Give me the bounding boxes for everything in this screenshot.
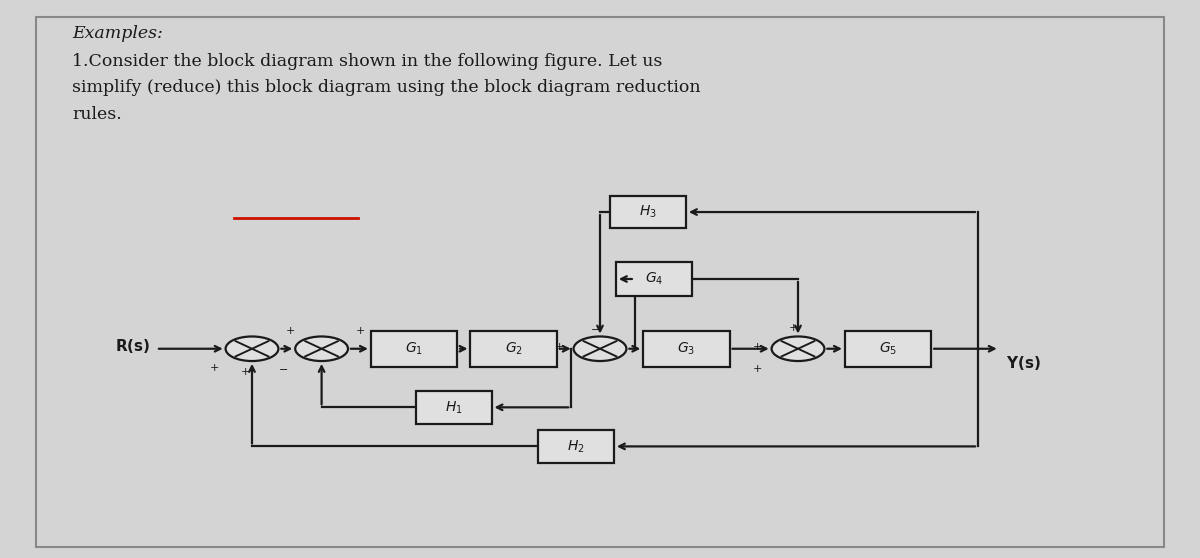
Circle shape (772, 336, 824, 361)
FancyBboxPatch shape (415, 391, 492, 424)
Text: $+$: $+$ (355, 325, 365, 336)
Text: $\mathbf{R(s)}$: $\mathbf{R(s)}$ (114, 337, 150, 355)
Circle shape (574, 336, 626, 361)
Text: Examples:: Examples: (72, 25, 163, 42)
Text: $+$: $+$ (209, 362, 218, 373)
FancyBboxPatch shape (36, 17, 1164, 547)
Text: $+$: $+$ (554, 341, 564, 352)
Text: 1.Consider the block diagram shown in the following figure. Let us: 1.Consider the block diagram shown in th… (72, 53, 662, 70)
Text: rules.: rules. (72, 106, 121, 123)
FancyBboxPatch shape (538, 430, 614, 463)
FancyBboxPatch shape (610, 196, 686, 228)
Text: $+$: $+$ (788, 322, 798, 333)
Text: $G_5$: $G_5$ (878, 340, 898, 357)
Text: $+$: $+$ (752, 341, 762, 352)
Circle shape (295, 336, 348, 361)
Text: $H_3$: $H_3$ (640, 204, 656, 220)
Text: $-$: $-$ (590, 323, 600, 333)
Text: $+$: $+$ (752, 363, 762, 374)
Text: $\mathbf{Y(s)}$: $\mathbf{Y(s)}$ (1006, 354, 1040, 372)
FancyBboxPatch shape (616, 262, 692, 296)
Text: $G_4$: $G_4$ (644, 271, 664, 287)
Text: simplify (reduce) this block diagram using the block diagram reduction: simplify (reduce) this block diagram usi… (72, 79, 701, 96)
Text: $+$: $+$ (286, 325, 295, 336)
Text: $G_2$: $G_2$ (505, 340, 522, 357)
Text: $-$: $-$ (278, 363, 288, 373)
Text: $H_1$: $H_1$ (445, 399, 462, 416)
Text: $G_3$: $G_3$ (677, 340, 696, 357)
Text: $H_2$: $H_2$ (568, 438, 584, 455)
FancyBboxPatch shape (643, 330, 730, 367)
Circle shape (226, 336, 278, 361)
Text: $+$: $+$ (240, 365, 250, 377)
FancyBboxPatch shape (470, 330, 557, 367)
FancyBboxPatch shape (371, 330, 457, 367)
FancyBboxPatch shape (845, 330, 931, 367)
Text: $G_1$: $G_1$ (404, 340, 424, 357)
